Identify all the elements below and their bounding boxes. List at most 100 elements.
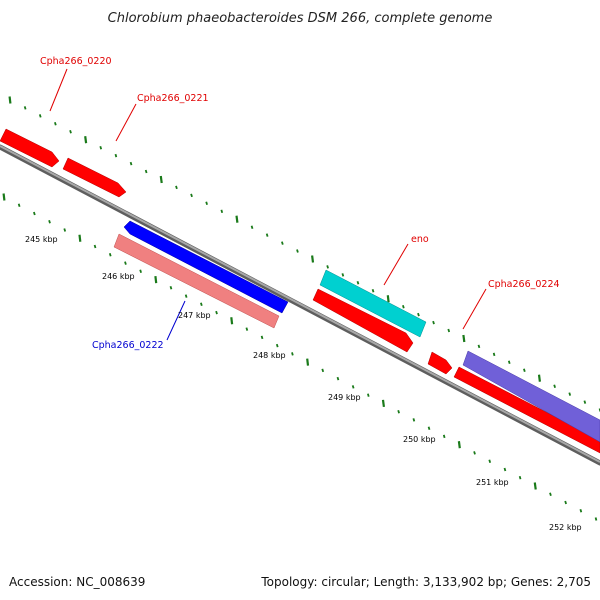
minor-tick	[205, 201, 208, 206]
minor-tick	[129, 161, 133, 166]
major-tick	[306, 358, 310, 366]
minor-tick	[23, 106, 27, 110]
genome-summary-text: Topology: circular; Length: 3,133,902 bp…	[260, 575, 591, 589]
major-tick	[462, 334, 466, 343]
major-tick	[230, 317, 234, 325]
minor-tick	[594, 517, 598, 521]
label-cpha266-0221: Cpha266_0221	[137, 93, 209, 104]
tick-label-247kbp: 247 kbp	[178, 311, 211, 320]
minor-tick	[144, 169, 148, 174]
leader-line-eno	[383, 243, 409, 286]
minor-tick	[473, 451, 476, 455]
minor-tick	[124, 261, 127, 265]
minor-tick	[503, 467, 507, 472]
minor-tick	[250, 225, 254, 229]
minor-tick	[549, 492, 552, 496]
minor-tick	[169, 286, 173, 290]
major-tick	[78, 234, 82, 242]
label-cpha266-0220: Cpha266_0220	[40, 56, 112, 67]
tick-label-245kbp: 245 kbp	[25, 235, 58, 244]
major-tick	[311, 255, 315, 263]
minor-tick	[38, 114, 42, 118]
minor-tick	[184, 294, 188, 298]
tick-label-249kbp: 249 kbp	[328, 393, 361, 402]
gene-eno[interactable]	[319, 269, 427, 338]
minor-tick	[523, 368, 526, 373]
minor-tick	[442, 434, 446, 439]
accession-text: Accession: NC_008639	[9, 575, 145, 589]
major-tick	[159, 175, 163, 184]
minor-tick	[492, 352, 496, 357]
gene-small-red[interactable]	[427, 351, 453, 375]
major-tick	[381, 399, 385, 408]
leader-line-cpha266-0224	[462, 288, 487, 330]
gene-cpha266-0221[interactable]	[62, 157, 127, 198]
minor-tick	[371, 289, 375, 293]
minor-tick	[108, 253, 112, 257]
minor-tick	[397, 409, 400, 414]
major-tick	[154, 275, 158, 284]
gene-cpha266-0224[interactable]	[462, 350, 600, 443]
major-tick	[386, 295, 390, 303]
minor-tick	[33, 211, 36, 216]
minor-tick	[417, 312, 420, 317]
tick-label-251kbp: 251 kbp	[476, 478, 509, 487]
tick-label-246kbp: 246 kbp	[102, 272, 135, 281]
gene-cpha266-0222[interactable]	[123, 220, 289, 314]
minor-tick	[553, 384, 556, 388]
major-tick	[235, 215, 239, 223]
minor-tick	[291, 352, 294, 356]
minor-tick	[336, 376, 340, 381]
gene-cpha266-0223-eno-group[interactable]	[312, 288, 414, 353]
map-title: Chlorobium phaeobacteroides DSM 266, com…	[108, 11, 493, 26]
minor-tick	[326, 265, 329, 269]
leader-line-cpha266-0221	[115, 103, 137, 142]
minor-tick	[215, 310, 218, 315]
minor-tick	[518, 475, 522, 480]
major-tick	[537, 374, 541, 382]
minor-tick	[265, 233, 269, 237]
minor-tick	[351, 385, 355, 389]
minor-tick	[220, 209, 224, 214]
minor-tick	[114, 153, 118, 158]
minor-tick	[412, 418, 416, 422]
leader-line-cpha266-0222	[166, 300, 186, 341]
minor-tick	[447, 328, 451, 333]
minor-tick	[321, 368, 325, 373]
minor-tick	[175, 185, 178, 190]
minor-tick	[477, 344, 481, 349]
label-eno: eno	[411, 234, 429, 245]
minor-tick	[260, 335, 264, 340]
minor-tick	[200, 302, 203, 307]
minor-tick	[17, 203, 21, 208]
minor-tick	[296, 249, 299, 253]
minor-tick	[63, 228, 67, 232]
minor-tick	[275, 343, 279, 348]
minor-tick	[356, 281, 360, 285]
minor-tick	[564, 500, 567, 505]
feature-pink[interactable]	[113, 233, 280, 329]
tick-label-250kbp: 250 kbp	[403, 435, 436, 444]
tick-label-252kbp: 252 kbp	[549, 523, 582, 532]
gene-cpha266-0220[interactable]	[0, 128, 60, 168]
minor-tick	[139, 269, 142, 274]
genome-backbone	[0, 144, 600, 466]
minor-tick	[427, 426, 431, 430]
minor-tick	[568, 392, 572, 396]
minor-tick	[281, 241, 284, 245]
label-cpha266-0224: Cpha266_0224	[488, 279, 560, 290]
minor-tick	[245, 327, 249, 331]
minor-tick	[583, 400, 587, 404]
major-tick	[533, 482, 537, 490]
label-cpha266-0222: Cpha266_0222	[92, 340, 164, 351]
outer-tick-track	[8, 96, 600, 412]
minor-tick	[367, 393, 370, 397]
major-tick	[457, 441, 461, 449]
tick-label-248kbp: 248 kbp	[253, 351, 286, 360]
major-tick	[8, 96, 12, 104]
inner-tick-track	[2, 193, 598, 521]
minor-tick	[190, 193, 193, 198]
minor-tick	[432, 320, 435, 325]
minor-tick	[488, 459, 492, 463]
